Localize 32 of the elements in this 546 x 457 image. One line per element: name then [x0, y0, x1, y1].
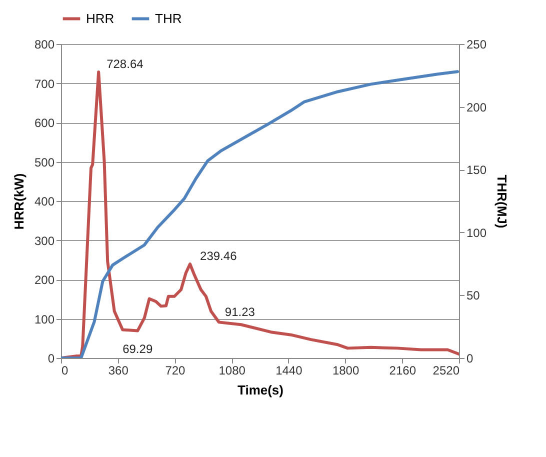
y2-tick-label: 150	[466, 163, 487, 178]
y2-tick-label: 0	[466, 352, 474, 366]
y-tick-label: 200	[34, 273, 55, 287]
annotation: 728.64	[106, 57, 144, 72]
x-tick-label: 2160	[389, 364, 416, 378]
y-tick-label: 300	[34, 234, 55, 248]
y2-tick-label: 200	[466, 100, 487, 114]
y-axis-title: HRR(kW)	[11, 173, 26, 230]
y-tick-label: 400	[34, 194, 55, 208]
y-tick-label: 700	[34, 76, 55, 91]
x-tick-label: 360	[108, 364, 129, 378]
y2-tick-label: 50	[466, 288, 480, 303]
y-tick-label: 0	[48, 352, 55, 366]
x-axis-title: Time(s)	[238, 382, 284, 398]
x-tick-label: 720	[165, 364, 186, 378]
x-tick-label: 1080	[218, 364, 246, 378]
x-tick-label: 2520	[432, 364, 460, 378]
x-tick-label: 0	[62, 364, 68, 378]
y-tick-label: 600	[34, 116, 55, 130]
y-tick-label: 500	[34, 155, 55, 170]
annotation: 239.46	[200, 249, 238, 264]
y2-tick-label: 100	[466, 226, 487, 240]
annotation: 91.23	[224, 305, 256, 320]
y2-axis-title: THR(MJ)	[494, 174, 510, 228]
x-tick-label: 1440	[276, 364, 303, 378]
legend-label: HRR	[86, 10, 114, 26]
y-tick-label: 800	[34, 38, 55, 52]
annotation: 69.29	[122, 342, 153, 356]
x-tick-label: 1800	[332, 364, 360, 378]
y-tick-label: 100	[34, 312, 55, 326]
y2-tick-label: 250	[466, 38, 487, 52]
legend-label: THR	[155, 10, 182, 26]
